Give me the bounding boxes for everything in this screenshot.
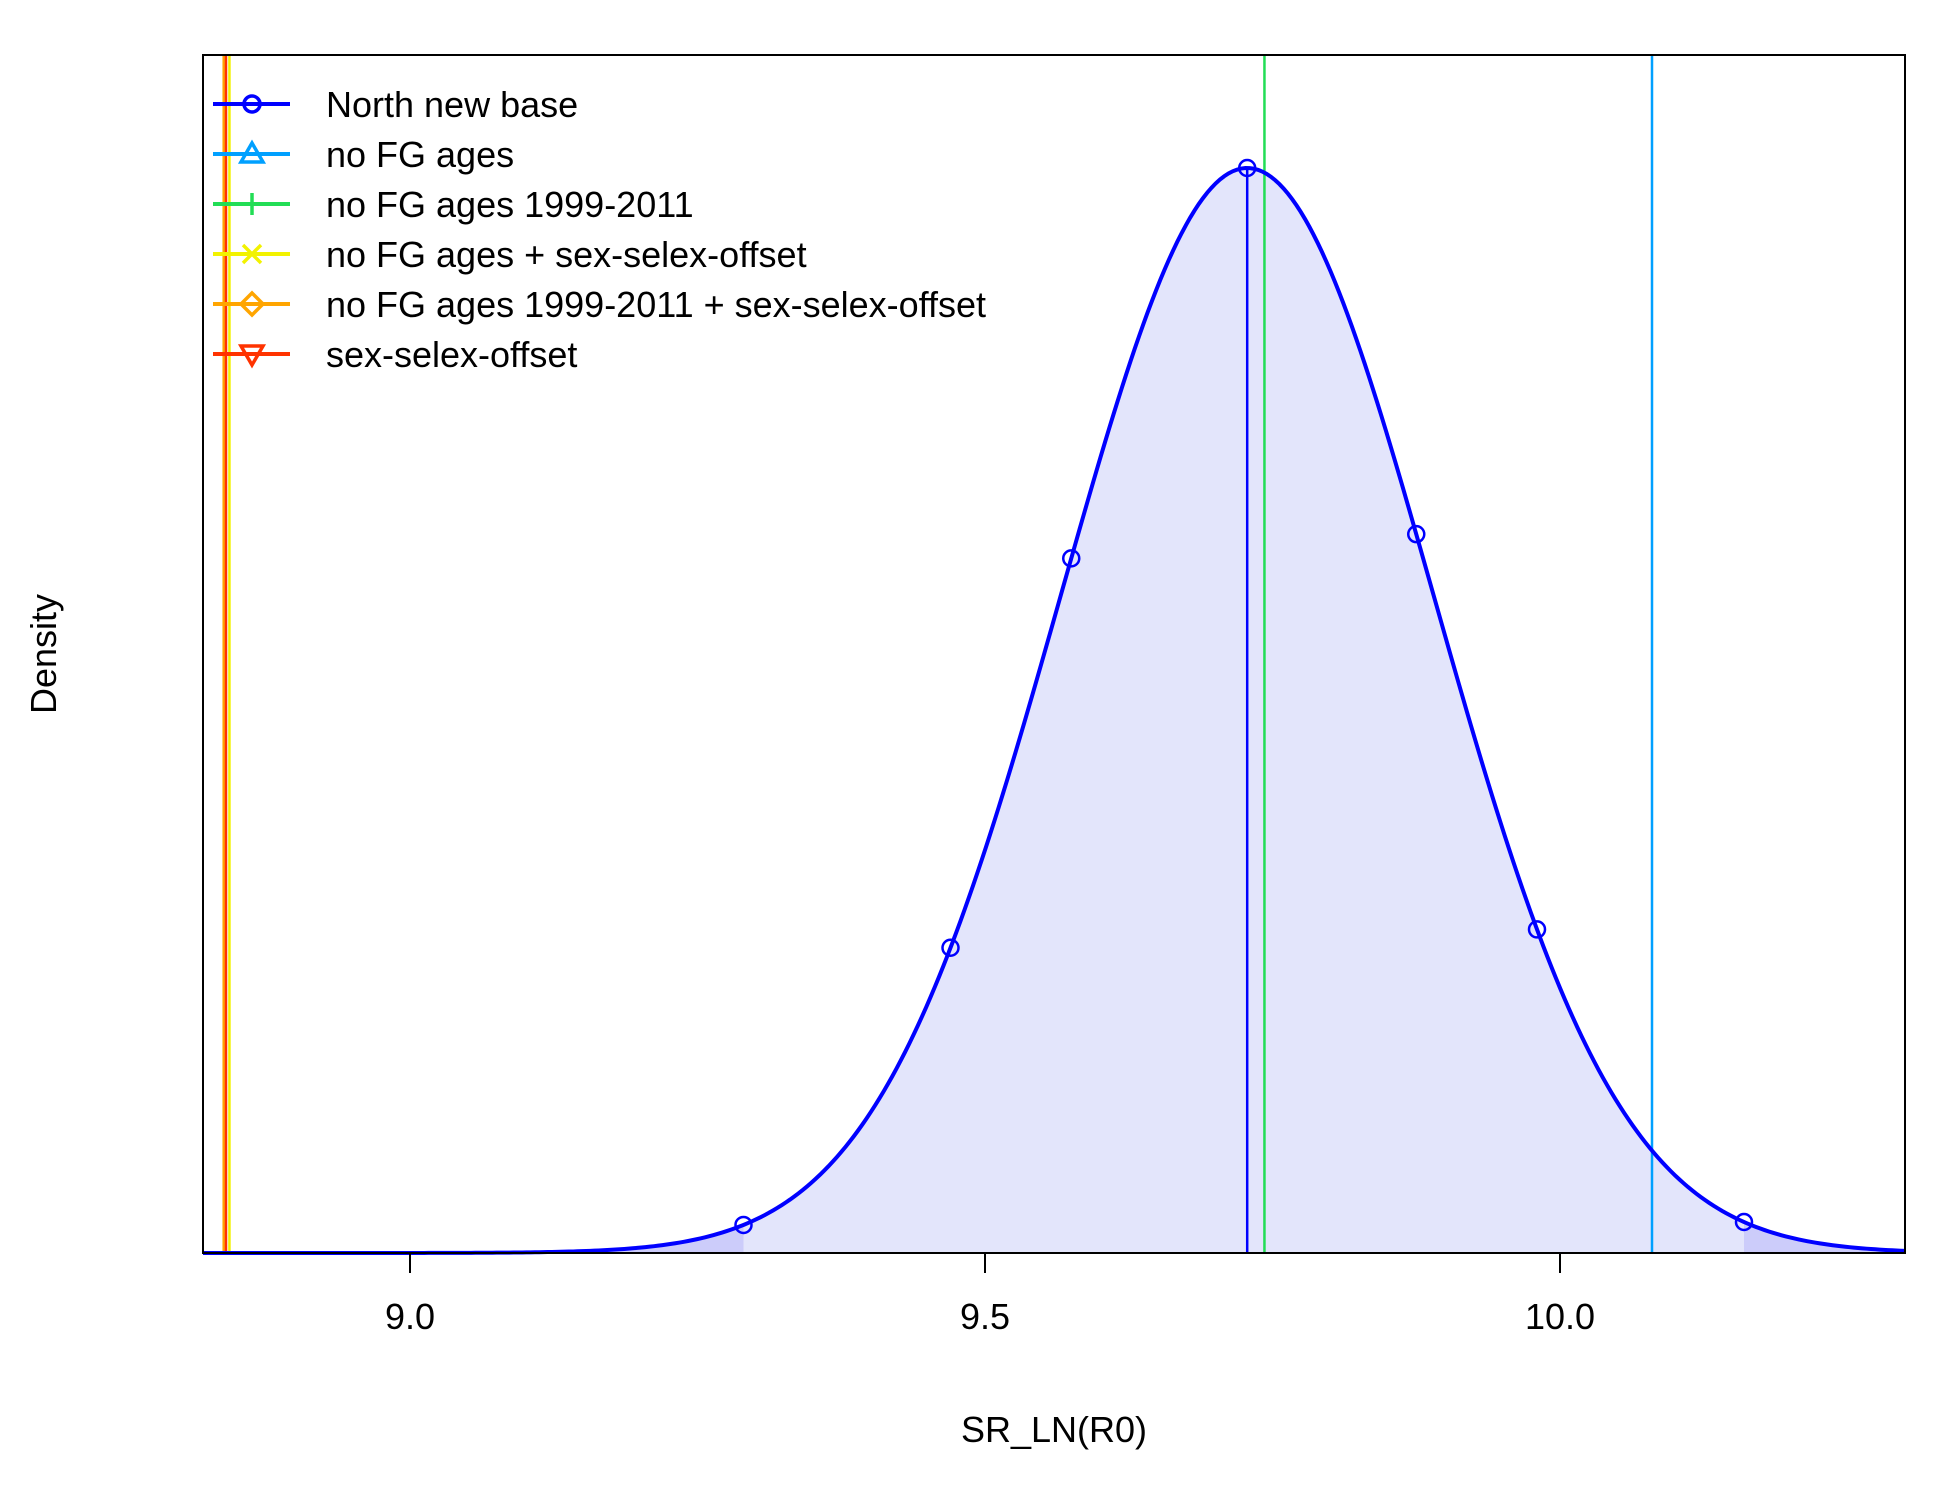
curve-marker xyxy=(941,938,960,957)
curve-marker xyxy=(734,1215,753,1235)
plot-frame xyxy=(202,54,1906,1254)
legend-marker-triangle-down xyxy=(237,344,267,369)
density-shading xyxy=(203,168,1905,1253)
legend-marker-x xyxy=(241,243,263,265)
legend-item: North new base xyxy=(213,84,578,125)
curve-marker xyxy=(1407,524,1426,544)
x-axis-label: SR_LN(R0) xyxy=(961,1409,1147,1450)
legend-item: no FG ages 1999-2011 xyxy=(213,184,694,225)
legend-label: no FG ages 1999-2011 + sex-selex-offset xyxy=(326,284,986,325)
legend-label: sex-selex-offset xyxy=(326,334,577,375)
x-axis: 9.0 9.5 10.0 xyxy=(385,1253,1595,1337)
legend-item: no FG ages xyxy=(213,134,514,175)
legend-label: no FG ages + sex-selex-offset xyxy=(326,234,807,275)
legend-marker-plus xyxy=(241,193,263,215)
legend-item: sex-selex-offset xyxy=(213,334,577,375)
tail-shade-left xyxy=(203,1224,744,1253)
x-tick-label: 9.0 xyxy=(385,1296,435,1337)
curve-marker xyxy=(1062,549,1081,568)
legend-label: no FG ages xyxy=(326,134,514,175)
legend-label: no FG ages 1999-2011 xyxy=(326,184,694,225)
curve-marker xyxy=(1734,1212,1754,1232)
legend-item: no FG ages 1999-2011 + sex-selex-offset xyxy=(213,284,986,325)
legend-marker-diamond xyxy=(238,290,266,318)
y-axis-label: Density xyxy=(23,594,64,714)
legend-marker-triangle xyxy=(237,139,267,164)
legend: North new base no FG ages no FG ages 1999-… xyxy=(213,84,986,375)
x-tick-label: 9.5 xyxy=(960,1296,1010,1337)
interval-shade xyxy=(743,168,1744,1253)
x-tick-label: 10.0 xyxy=(1525,1296,1595,1337)
curve-marker xyxy=(1237,158,1257,178)
legend-marker-circle xyxy=(242,94,262,114)
legend-label: North new base xyxy=(326,84,578,125)
curve-marker xyxy=(1527,920,1547,939)
legend-item: no FG ages + sex-selex-offset xyxy=(213,234,807,275)
tail-shade-right xyxy=(1744,1222,1905,1253)
